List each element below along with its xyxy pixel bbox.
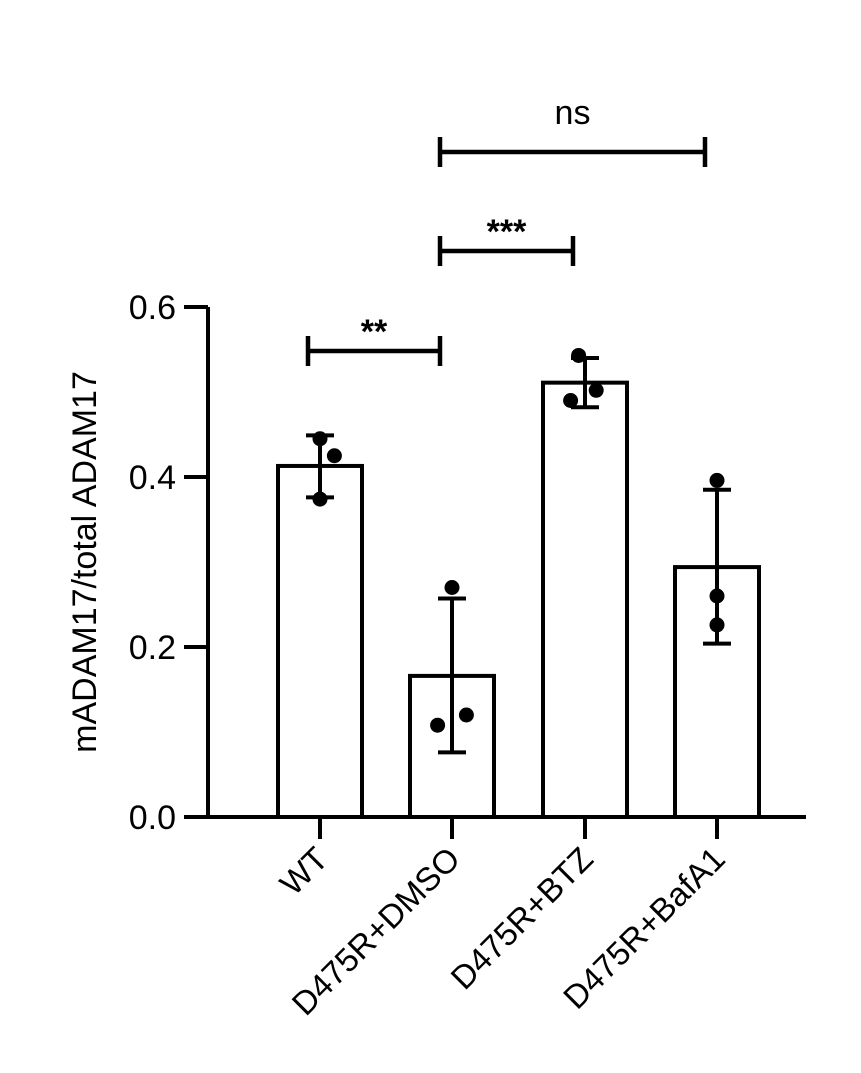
data-point xyxy=(588,382,604,398)
significance-label: ** xyxy=(361,313,388,351)
labels-group: mADAM17/total ADAM17 0.00.20.40.6WTD475R… xyxy=(66,289,732,1022)
y-tick-label: 0.0 xyxy=(129,799,176,837)
y-axis-title: mADAM17/total ADAM17 xyxy=(66,371,104,753)
bar xyxy=(541,380,629,819)
data-point xyxy=(312,491,328,507)
data-point xyxy=(458,707,474,723)
y-tick-label: 0.2 xyxy=(129,629,176,667)
x-tick-label: WT xyxy=(273,840,335,902)
significance-label: *** xyxy=(487,213,527,251)
significance-label: ns xyxy=(555,94,591,132)
significance-group: *****ns xyxy=(305,94,708,366)
error-bars-group xyxy=(306,356,731,755)
data-point xyxy=(430,717,446,733)
y-tick-label: 0.4 xyxy=(129,459,176,497)
data-point xyxy=(312,431,328,447)
data-point xyxy=(709,472,725,488)
data-point xyxy=(571,347,587,363)
data-point xyxy=(709,617,725,633)
data-point xyxy=(444,580,460,595)
bar xyxy=(276,463,364,819)
y-tick-label: 0.6 xyxy=(129,289,176,327)
bars-group xyxy=(276,380,761,820)
data-point xyxy=(326,448,342,464)
data-point xyxy=(563,393,579,408)
data-point xyxy=(709,588,725,604)
data-points-group xyxy=(312,347,725,733)
